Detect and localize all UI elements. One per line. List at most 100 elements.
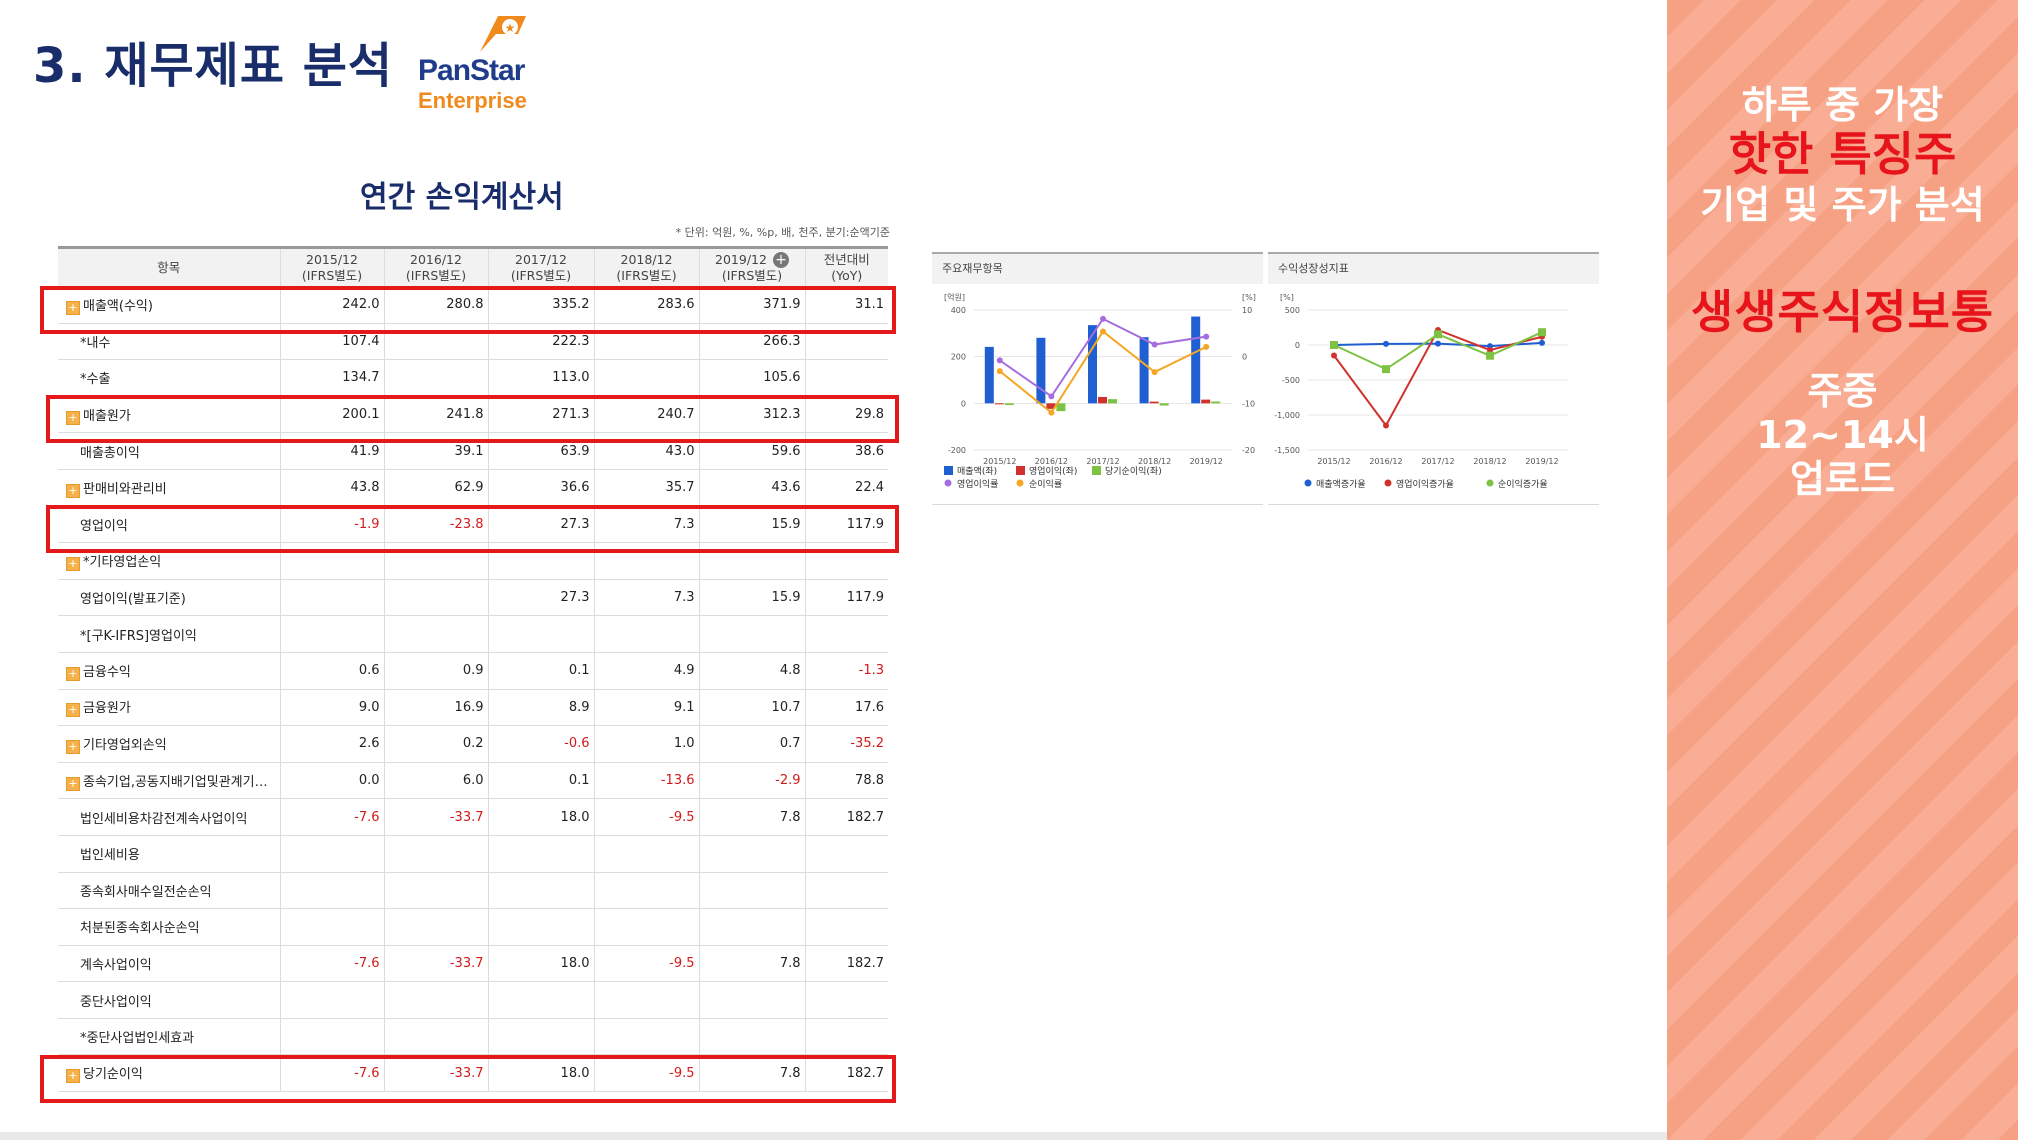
row-label: 영업이익 <box>80 518 128 534</box>
logo-mark-icon: ★ <box>480 16 526 52</box>
table-row: 처분된종속회사순손익 <box>58 908 888 946</box>
value-cell <box>383 579 488 617</box>
value-cell: 31.1 <box>804 287 888 324</box>
highlight-box-revenue <box>40 286 896 334</box>
promo-line1: 하루 중 가장 <box>1741 83 1944 127</box>
row-label: 계속사업이익 <box>80 957 152 973</box>
row-label: 금융원가 <box>83 701 131 717</box>
x-tick-label: 2019/12 <box>1525 457 1558 466</box>
expand-plus-icon[interactable]: + <box>66 1069 80 1084</box>
value-cell <box>804 359 888 397</box>
value-cell: 182.7 <box>804 798 888 836</box>
row-label: *기타영업손익 <box>83 554 162 570</box>
value-cell <box>383 908 488 946</box>
expand-plus-icon[interactable]: + <box>66 300 80 315</box>
x-tick-label: 2019/12 <box>1190 457 1223 466</box>
value-cell: 10.7 <box>698 689 805 727</box>
promo-line3: 기업 및 주가 분석 <box>1700 183 1985 227</box>
row-label: *중단사업법인세효과 <box>80 1031 195 1047</box>
table-row: *중단사업법인세효과 <box>58 1018 888 1056</box>
header-basis-label: (IFRS별도) <box>721 268 783 284</box>
expand-plus-icon[interactable]: + <box>66 410 80 425</box>
point-매출액증가율 <box>1539 339 1545 346</box>
row-label-cell[interactable]: + 매출액(수익) <box>58 287 280 324</box>
value-cell: 182.7 <box>804 1054 888 1093</box>
legend-label: 영업이익(좌) <box>1029 465 1077 477</box>
row-label-cell: 중단사업이익 <box>58 981 280 1019</box>
y-tick-label-left: 200 <box>951 353 966 362</box>
value-cell: 15.9 <box>698 506 805 544</box>
value-cell <box>698 615 805 653</box>
row-label-cell[interactable]: + 당기순이익 <box>58 1054 280 1093</box>
value-cell: 27.3 <box>487 579 594 617</box>
value-cell: 0.7 <box>698 725 805 763</box>
table-row: 종속회사매수일전순손익 <box>58 872 888 910</box>
value-cell: -7.6 <box>279 798 384 836</box>
table-row: + 금융원가 9.0 16.9 8.9 9.1 10.7 17.6 <box>58 689 888 727</box>
row-label-cell[interactable]: + 판매비와관리비 <box>58 469 280 507</box>
row-label-cell: 법인세비용 <box>58 835 280 873</box>
y-tick-label: 0 <box>1295 341 1300 350</box>
legend-swatch <box>1092 466 1101 475</box>
add-column-icon[interactable]: + <box>772 252 789 269</box>
value-cell: 242.0 <box>279 287 384 324</box>
row-label: 매출액(수익) <box>83 298 153 314</box>
chart-panel-growth: 수익성장성지표 [%] 500 0 -500 -1,000 -1,500 2015/12 20… <box>1268 252 1599 505</box>
value-cell: 8.9 <box>487 689 594 727</box>
value-cell: 266.3 <box>698 323 805 361</box>
growth-indicator-chart: [%] 500 0 -500 -1,000 -1,500 2015/12 2016/12 201… <box>1274 293 1568 490</box>
legend-label: 순이익증가율 <box>1498 478 1548 490</box>
value-cell <box>487 908 594 946</box>
value-cell <box>487 1018 594 1056</box>
row-label: 법인세비용 <box>80 848 140 864</box>
bar-영업이익(좌) <box>1149 401 1159 404</box>
expand-plus-icon[interactable]: + <box>66 666 80 681</box>
expand-plus-icon[interactable]: + <box>66 703 80 718</box>
row-label-cell[interactable]: + 매출원가 <box>58 396 280 434</box>
value-cell <box>698 835 805 873</box>
left-axis-unit: [억원] <box>944 292 965 302</box>
table-row: 중단사업이익 <box>58 981 888 1019</box>
value-cell: 335.2 <box>487 287 594 324</box>
table-row: *수출 134.7 113.0 105.6 <box>58 359 888 397</box>
value-cell: 0.0 <box>279 762 384 800</box>
expand-plus-icon[interactable]: + <box>66 776 80 791</box>
value-cell: -7.6 <box>279 945 384 983</box>
point-순이익률 <box>1048 409 1055 416</box>
slide-main: 3. 재무제표 분석 ★ PanStar Enterprise 연간 손익계산서… <box>0 12 1667 1140</box>
value-cell: 7.3 <box>593 506 699 544</box>
value-cell: 2.6 <box>279 725 384 763</box>
row-label-cell[interactable]: + *기타영업손익 <box>58 542 280 580</box>
value-cell: 43.8 <box>279 469 384 507</box>
value-cell: 371.9 <box>698 287 805 324</box>
table-row: + 매출액(수익) 242.0 280.8 335.2 283.6 371.9 31.1 <box>58 287 888 324</box>
expand-plus-icon[interactable]: + <box>66 556 80 571</box>
row-label: *내수 <box>80 335 111 351</box>
value-cell: 9.1 <box>593 689 699 727</box>
panstar-logo: ★ PanStar Enterprise <box>414 12 534 113</box>
row-label-cell[interactable]: + 금융수익 <box>58 652 280 690</box>
value-cell <box>804 908 888 946</box>
point-매출액증가율 <box>1435 340 1441 347</box>
value-cell <box>698 542 805 580</box>
legend-label: 순이익률 <box>1029 478 1062 490</box>
row-label-cell: 종속회사매수일전순손익 <box>58 872 280 910</box>
value-cell: 27.3 <box>487 506 594 544</box>
value-cell <box>383 981 488 1019</box>
point-영업이익률 <box>1100 315 1106 322</box>
value-cell <box>698 1018 805 1056</box>
income-statement-table: 항목 2015/12 (IFRS별도) 2016/12 (IFRS별도) 2017/12(… <box>58 246 888 1093</box>
row-label: 기타영업외손익 <box>83 737 167 753</box>
row-label-cell[interactable]: + 종속기업,공동지배기업및관계기… <box>58 762 280 800</box>
value-cell <box>804 542 888 580</box>
row-label-cell[interactable]: + 기타영업외손익 <box>58 725 280 763</box>
row-label-cell[interactable]: + 금융원가 <box>58 689 280 727</box>
expand-plus-icon[interactable]: + <box>66 739 80 754</box>
unit-note: * 단위: 억원, %, %p, 배, 천주, 분기:순액기준 <box>675 226 890 239</box>
value-cell <box>383 872 488 910</box>
point-영업이익증가율 <box>1487 347 1493 354</box>
row-label-cell: 영업이익(발표기준) <box>58 579 280 617</box>
expand-plus-icon[interactable]: + <box>66 483 80 498</box>
value-cell: 6.0 <box>383 762 488 800</box>
value-cell <box>383 542 488 580</box>
